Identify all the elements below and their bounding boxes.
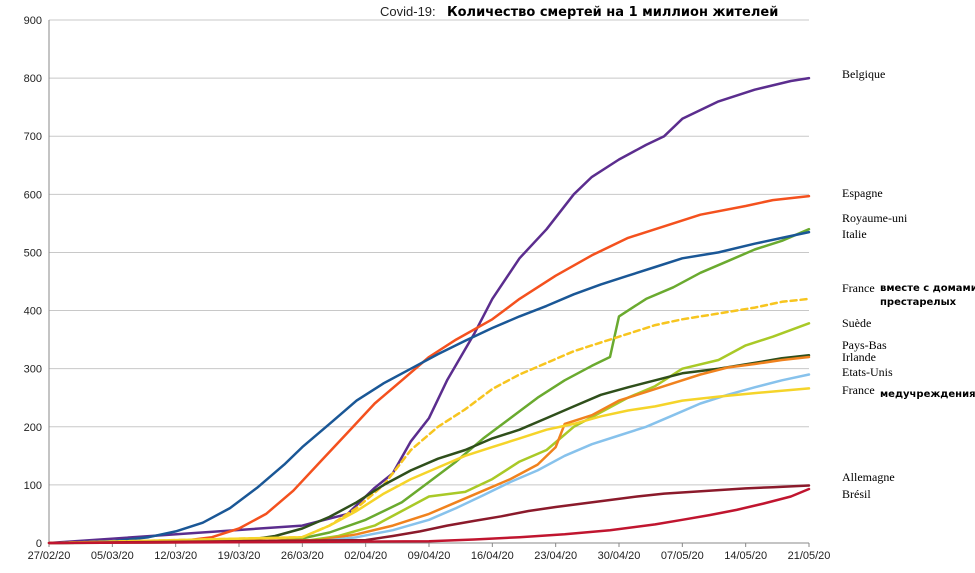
x-tick-label: 26/03/20 [281,550,324,562]
series-line-10 [47,484,811,545]
y-tick-label: 600 [24,189,42,201]
series-line-2 [47,227,811,545]
series-label-4: France [842,281,875,295]
series-line-6 [47,354,811,545]
series-line-3 [47,230,811,545]
series-label-3: Italie [842,227,867,241]
series-label-5: Suède [842,316,871,330]
chart-title-prefix: Covid-19: [380,4,436,19]
x-axis-ticks: 27/02/20 05/03/20 12/03/20 19/03/20 26/03/20… [28,543,831,562]
y-tick-label: 500 [24,247,42,259]
series-label-11: Brésil [842,487,871,501]
y-tick-label: 400 [24,306,42,318]
series-label-9: France [842,383,875,397]
x-tick-label: 23/04/20 [534,550,577,562]
series-label-0: Belgique [842,67,885,81]
series-label-2: Royaume-uni [842,211,908,225]
y-tick-label: 200 [24,422,42,434]
x-tick-label: 12/03/20 [154,550,197,562]
x-tick-label: 27/02/20 [28,550,71,562]
series-note-9-0: медучреждения [880,389,975,400]
series-line-11 [47,487,811,545]
x-tick-label: 30/04/20 [598,550,641,562]
series-label-8: Etats-Unis [842,365,893,379]
y-tick-label: 0 [36,538,42,550]
x-tick-label: 07/05/20 [661,550,704,562]
y-tick-label: 900 [24,15,42,27]
series-labels: Belgique Espagne Royaume-uni Italie France вм… [842,67,975,501]
grid [48,19,809,544]
x-tick-label: 21/05/20 [788,550,831,562]
y-tick-label: 800 [24,73,42,85]
chart-title: Количество смертей на 1 миллион жителей [447,5,778,20]
series-line-9 [47,387,811,545]
series-line-5 [47,322,811,545]
y-tick-label: 100 [24,480,42,492]
series-line-4 [47,297,811,545]
x-tick-label: 14/05/20 [724,550,767,562]
x-tick-label: 09/04/20 [408,550,451,562]
series-line-1 [47,194,811,545]
series-note-4-1: престарелых [880,297,957,308]
x-tick-label: 05/03/20 [91,550,134,562]
series-label-1: Espagne [842,186,883,200]
y-axis-ticks: 0 100 200 300 400 500 600 700 800 900 [24,15,42,550]
series-label-7: Irlande [842,350,876,364]
series-label-10: Allemagne [842,470,895,484]
y-tick-label: 700 [24,131,42,143]
x-tick-label: 19/03/20 [218,550,261,562]
series-line-0 [47,76,811,545]
series-note-4-0: вместе с домами [880,283,975,294]
y-tick-label: 300 [24,364,42,376]
x-tick-label: 02/04/20 [344,550,387,562]
series-label-6: Pays-Bas [842,338,887,352]
series-line-7 [47,355,811,545]
series-lines [47,76,811,545]
x-tick-label: 16/04/20 [471,550,514,562]
